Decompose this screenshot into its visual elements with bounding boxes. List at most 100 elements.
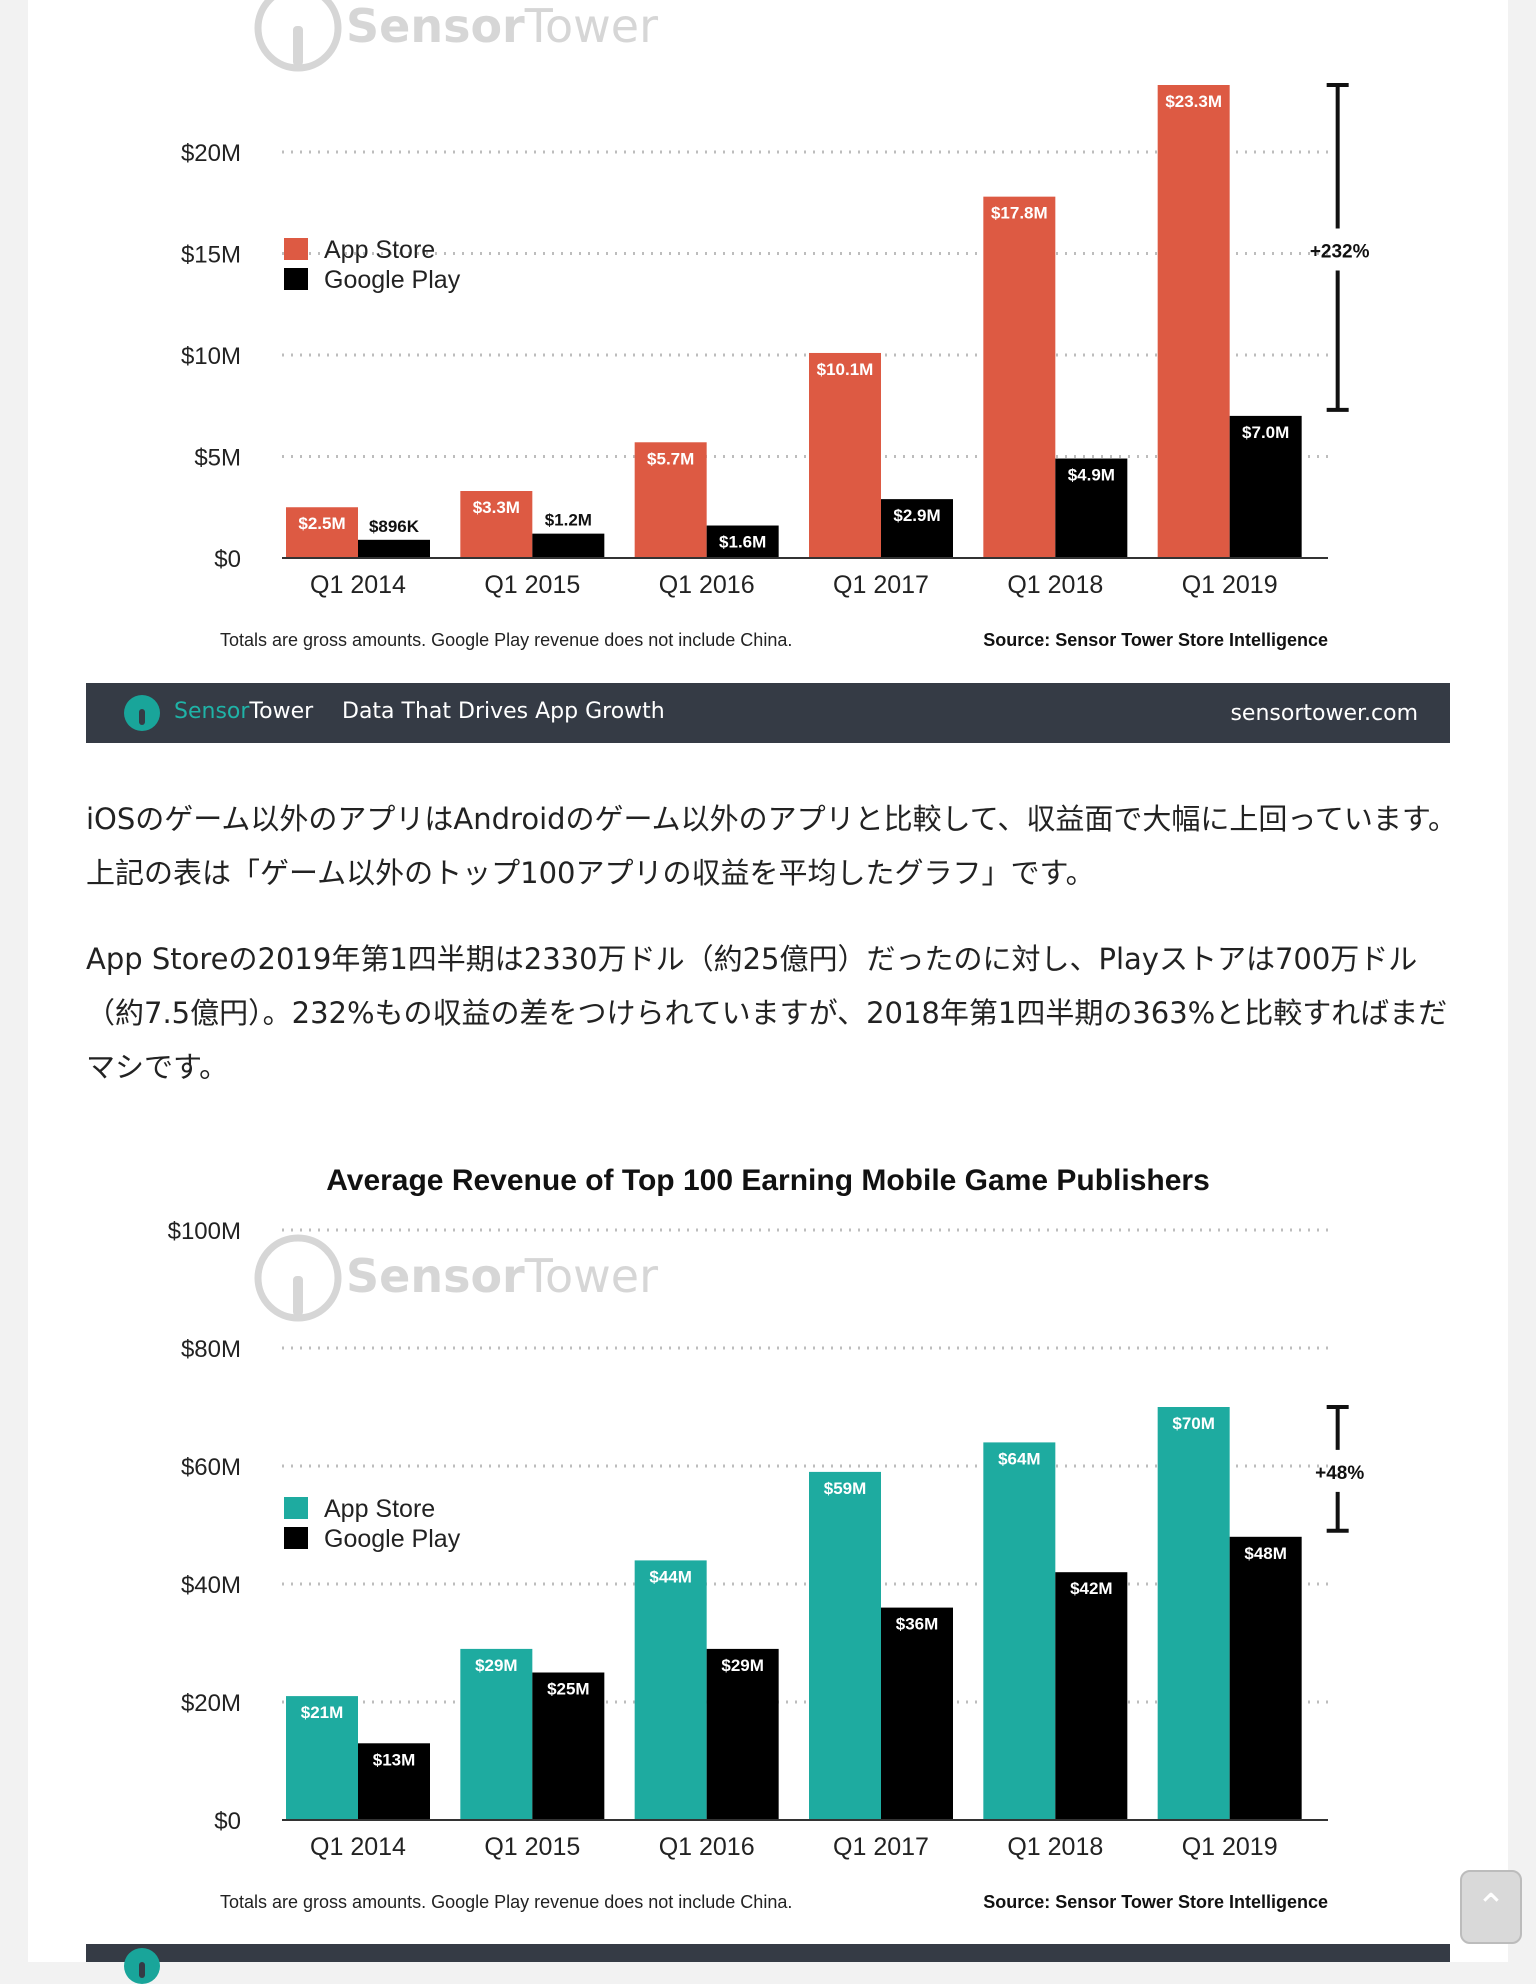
chart1-watermark: SensorTower: [346, 0, 658, 53]
chart2-watermark-icon: [254, 1234, 342, 1322]
chart1-bar-googleplay: [532, 533, 605, 558]
chart2-bar-appstore: [460, 1648, 533, 1820]
chart2-ytick-label: $20M: [181, 1690, 241, 1717]
chart2-data-label: $59M: [824, 1479, 867, 1498]
chart2-legend-label: Google Play: [324, 1525, 461, 1553]
brand-part-b: Tower: [249, 699, 314, 724]
chart1-bar-appstore: [460, 491, 533, 558]
brand-part-a: Sensor: [174, 699, 250, 724]
chart1-data-label: $5.7M: [647, 449, 694, 468]
chart2-footnote: Totals are gross amounts. Google Play re…: [220, 1892, 792, 1912]
chart-app-revenue: SensorTower $0 $5M $10M $15M $20M $2.5M $896K Q1…: [86, 0, 1450, 680]
scroll-to-top-button[interactable]: ⌃: [1460, 1870, 1522, 1944]
chart2-data-label: $21M: [301, 1703, 344, 1722]
chart2-bar-googleplay: [358, 1743, 430, 1820]
chart1-data-label: $7.0M: [1242, 423, 1289, 442]
chart2-ytick-label: $60M: [181, 1454, 241, 1481]
chart1-data-label: $17.8M: [991, 204, 1048, 223]
chart1-bar-googleplay: [881, 499, 953, 558]
chart2-ytick-label: $40M: [181, 1572, 241, 1599]
chart2-xtick-label: Q1 2017: [833, 1833, 929, 1861]
sensortower-logo-icon: [124, 695, 160, 731]
chart1-legend-swatch: [284, 238, 308, 260]
chart2-data-label: $42M: [1070, 1579, 1113, 1598]
article-page: SensorTower $0 $5M $10M $15M $20M $2.5M $896K Q1…: [28, 0, 1508, 1984]
chart2-data-label: $29M: [721, 1656, 764, 1675]
chart2-bar-appstore: [1157, 1407, 1230, 1820]
paragraph-1: iOSのゲーム以外のアプリはAndroidのゲーム以外のアプリと比較して、収益面…: [86, 802, 1458, 890]
chart1-data-label: $1.6M: [719, 533, 766, 552]
chart2-xtick-label: Q1 2016: [659, 1833, 755, 1861]
sensortower-footer-banner: SensorTower Data That Drives App Growth …: [86, 683, 1450, 743]
double-chevron-up-icon: ⌃: [1475, 1886, 1507, 1928]
chart2-source: Source: Sensor Tower Store Intelligence: [983, 1892, 1328, 1912]
chart1-legend-swatch: [284, 268, 308, 290]
chart2-data-label: $48M: [1244, 1544, 1287, 1563]
footer-tagline: Data That Drives App Growth: [342, 699, 665, 724]
chart1-watermark-icon: [254, 0, 342, 72]
footer-url-link[interactable]: sensortower.com: [1230, 701, 1418, 726]
chart1-source: Source: Sensor Tower Store Intelligence: [983, 630, 1328, 650]
chart1-bar-googleplay: [1229, 415, 1302, 558]
chart2-xtick-label: Q1 2019: [1182, 1833, 1278, 1861]
chart2-bar-googleplay: [532, 1672, 605, 1820]
chart2-bar-appstore: [286, 1696, 358, 1820]
chart2-ytick-label: $100M: [168, 1218, 241, 1245]
chart1-data-label: $2.9M: [893, 506, 940, 525]
chart1-data-label: $1.2M: [545, 511, 592, 530]
chart1-data-label: $23.3M: [1165, 92, 1222, 111]
chart1-bar-googleplay: [358, 539, 430, 558]
chart1-watermark-icon-stem: [293, 26, 303, 66]
chart2-bar-googleplay: [881, 1607, 953, 1820]
chart1-bar-appstore: [634, 442, 707, 558]
chart1-footnote: Totals are gross amounts. Google Play re…: [220, 630, 792, 650]
chart2-ytick-label: $0: [214, 1808, 241, 1835]
chart1-data-label: $4.9M: [1068, 466, 1115, 485]
chart2-data-label: $29M: [475, 1656, 518, 1675]
chart1-bar-googleplay: [1055, 458, 1128, 558]
sensortower-brand: SensorTower: [174, 699, 313, 724]
chart1-ytick-label: $5M: [194, 444, 241, 471]
chart2-data-label: $25M: [547, 1680, 590, 1699]
chart1-xtick-label: Q1 2017: [833, 571, 929, 599]
chart1-ytick-label: $0: [214, 546, 241, 573]
chart2-xtick-label: Q1 2018: [1007, 1833, 1103, 1861]
chart1-data-label: $10.1M: [817, 360, 874, 379]
chart1-bar-appstore: [1157, 85, 1230, 558]
chart2-watermark: SensorTower: [346, 1249, 658, 1303]
chart1-ytick-label: $20M: [181, 140, 241, 167]
chart1-xtick-label: Q1 2015: [484, 571, 580, 599]
chart2-data-label: $70M: [1172, 1414, 1215, 1433]
chart2-data-label: $64M: [998, 1449, 1041, 1468]
sensortower-footer-banner-2: [86, 1944, 1450, 1984]
chart1-ytick-label: $10M: [181, 343, 241, 370]
chart2-legend-swatch: [284, 1527, 308, 1549]
chart2-data-label: $13M: [373, 1750, 416, 1769]
chart1-bar-googleplay: [706, 525, 779, 558]
chart2-xtick-label: Q1 2015: [484, 1833, 580, 1861]
chart1-data-label: $896K: [369, 517, 420, 536]
chart2-bar-appstore: [809, 1471, 881, 1820]
paragraph-2: App Storeの2019年第1四半期は2330万ドル（約25億円）だったのに…: [86, 942, 1448, 1084]
chart-game-revenue: Average Revenue of Top 100 Earning Mobil…: [86, 1140, 1450, 1940]
chart1-xtick-label: Q1 2019: [1182, 571, 1278, 599]
chart1-legend-label: App Store: [324, 236, 435, 264]
chart1-xtick-label: Q1 2016: [659, 571, 755, 599]
chart2-bar-appstore: [983, 1442, 1056, 1820]
chart-app-revenue-svg: SensorTower $0 $5M $10M $15M $20M $2.5M $896K Q1…: [181, 0, 1370, 650]
chart1-data-label: $2.5M: [298, 514, 345, 533]
chart1-legend-label: Google Play: [324, 266, 461, 294]
chart-game-revenue-svg: Average Revenue of Top 100 Earning Mobil…: [168, 1164, 1365, 1912]
chart2-ytick-label: $80M: [181, 1336, 241, 1363]
chart1-bar-appstore: [983, 196, 1056, 559]
chart2-annotation: +48%: [1315, 1463, 1364, 1484]
chart1-xtick-label: Q1 2014: [310, 571, 406, 599]
chart2-watermark-icon-stem: [293, 1276, 303, 1316]
chart2-bar-googleplay: [1055, 1572, 1128, 1820]
chart2-bar-googleplay: [706, 1648, 779, 1820]
chart2-bar-googleplay: [1229, 1536, 1302, 1820]
chart2-bar-appstore: [634, 1560, 707, 1820]
sensortower-logo-icon-2: [124, 1948, 160, 1984]
chart1-bar-appstore: [286, 507, 358, 558]
chart1-bar-appstore: [809, 352, 881, 558]
